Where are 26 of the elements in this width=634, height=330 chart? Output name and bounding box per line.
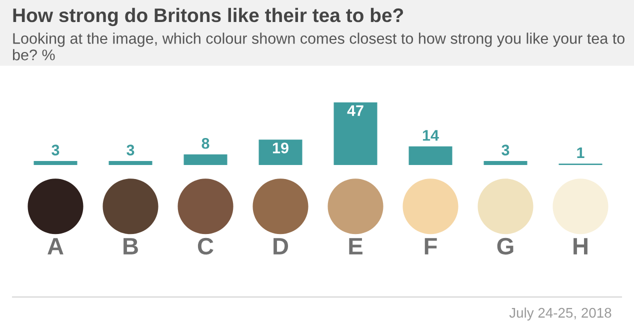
bar <box>184 154 228 165</box>
data-label: 3 <box>52 144 60 156</box>
data-label: 47 <box>347 105 364 116</box>
chart-title: How strong do Britons like their tea to be? <box>13 8 404 26</box>
x-tick-label: B <box>124 238 138 254</box>
data-label: 19 <box>272 142 288 154</box>
bar <box>334 102 378 165</box>
x-tick-label: A <box>48 238 64 254</box>
x-tick-label: E <box>349 238 362 254</box>
x-tick-label: F <box>424 238 437 254</box>
bar <box>258 140 302 165</box>
bar <box>108 161 152 165</box>
bar <box>484 161 528 165</box>
data-label: 14 <box>422 130 439 141</box>
bar <box>408 146 452 165</box>
chart-subtitle: Looking at the image, which colour shown comes closest to how strong you like your tea to be? % <box>12 32 624 60</box>
data-label: 8 <box>202 138 210 149</box>
x-tick-label: H <box>574 238 588 254</box>
data-label: 1 <box>577 147 584 158</box>
x-tick-label: D <box>274 238 288 254</box>
data-label: 3 <box>502 144 510 156</box>
x-tick-label: G <box>497 238 514 255</box>
text: July 24-25, 2018 <box>509 308 612 320</box>
data-label: 3 <box>126 144 134 156</box>
x-tick-label: C <box>198 238 214 255</box>
bar <box>34 161 78 165</box>
